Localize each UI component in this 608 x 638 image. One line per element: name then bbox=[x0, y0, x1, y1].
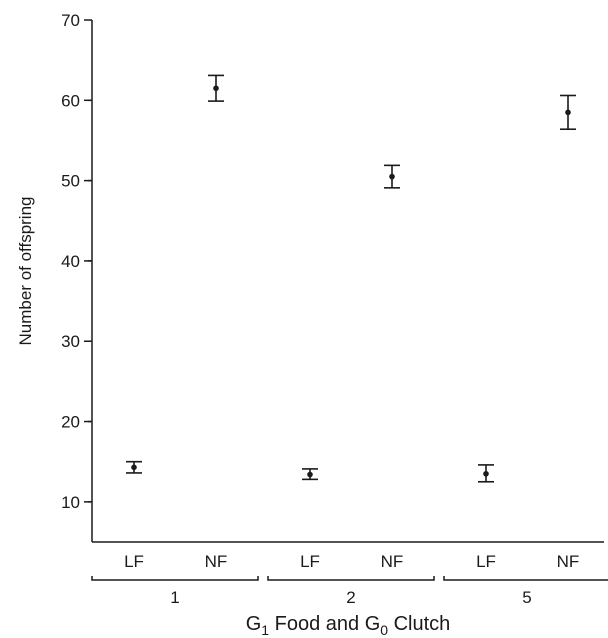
x-label-g1: G bbox=[246, 613, 262, 635]
x-label-g0: G bbox=[365, 613, 381, 635]
y-tick-label: 30 bbox=[61, 332, 80, 351]
x-tick-label: LF bbox=[300, 552, 320, 571]
group-label: 2 bbox=[346, 588, 355, 607]
y-axis-label: Number of offspring bbox=[16, 197, 35, 346]
group-label: 5 bbox=[522, 588, 531, 607]
group-bracket bbox=[267, 576, 435, 581]
data-point bbox=[483, 470, 489, 477]
y-tick-label: 60 bbox=[61, 91, 80, 110]
x-tick-label: LF bbox=[476, 552, 496, 571]
x-tick-label: NF bbox=[381, 552, 404, 571]
data-point bbox=[565, 109, 571, 116]
y-tick-label: 40 bbox=[61, 252, 80, 271]
y-tick-label: 10 bbox=[61, 493, 80, 512]
x-label-food-and: Food and bbox=[269, 613, 365, 635]
data-point bbox=[307, 471, 313, 478]
data-marks bbox=[126, 74, 576, 483]
group-bracket bbox=[91, 576, 259, 581]
y-axis: 10 20 30 40 50 60 70 bbox=[61, 11, 93, 542]
data-point bbox=[213, 85, 219, 92]
data-point bbox=[389, 173, 395, 180]
x-axis: LF NF LF NF LF NF bbox=[92, 541, 604, 571]
y-tick-label: 50 bbox=[61, 172, 80, 191]
x-label-clutch: Clutch bbox=[388, 613, 450, 635]
x-tick-label: LF bbox=[124, 552, 144, 571]
x-tick-label: NF bbox=[205, 552, 228, 571]
x-axis-label: G1 Food and G0 Clutch bbox=[246, 613, 451, 638]
y-tick-label: 70 bbox=[61, 11, 80, 30]
group-brackets: 1 2 5 bbox=[91, 576, 608, 607]
group-bracket bbox=[443, 576, 608, 581]
y-tick-label: 20 bbox=[61, 413, 80, 432]
x-label-g1-subscript: 1 bbox=[261, 622, 269, 638]
group-label: 1 bbox=[170, 588, 179, 607]
x-tick-label: NF bbox=[557, 552, 580, 571]
x-label-g0-subscript: 0 bbox=[380, 622, 388, 638]
data-point bbox=[131, 464, 137, 471]
